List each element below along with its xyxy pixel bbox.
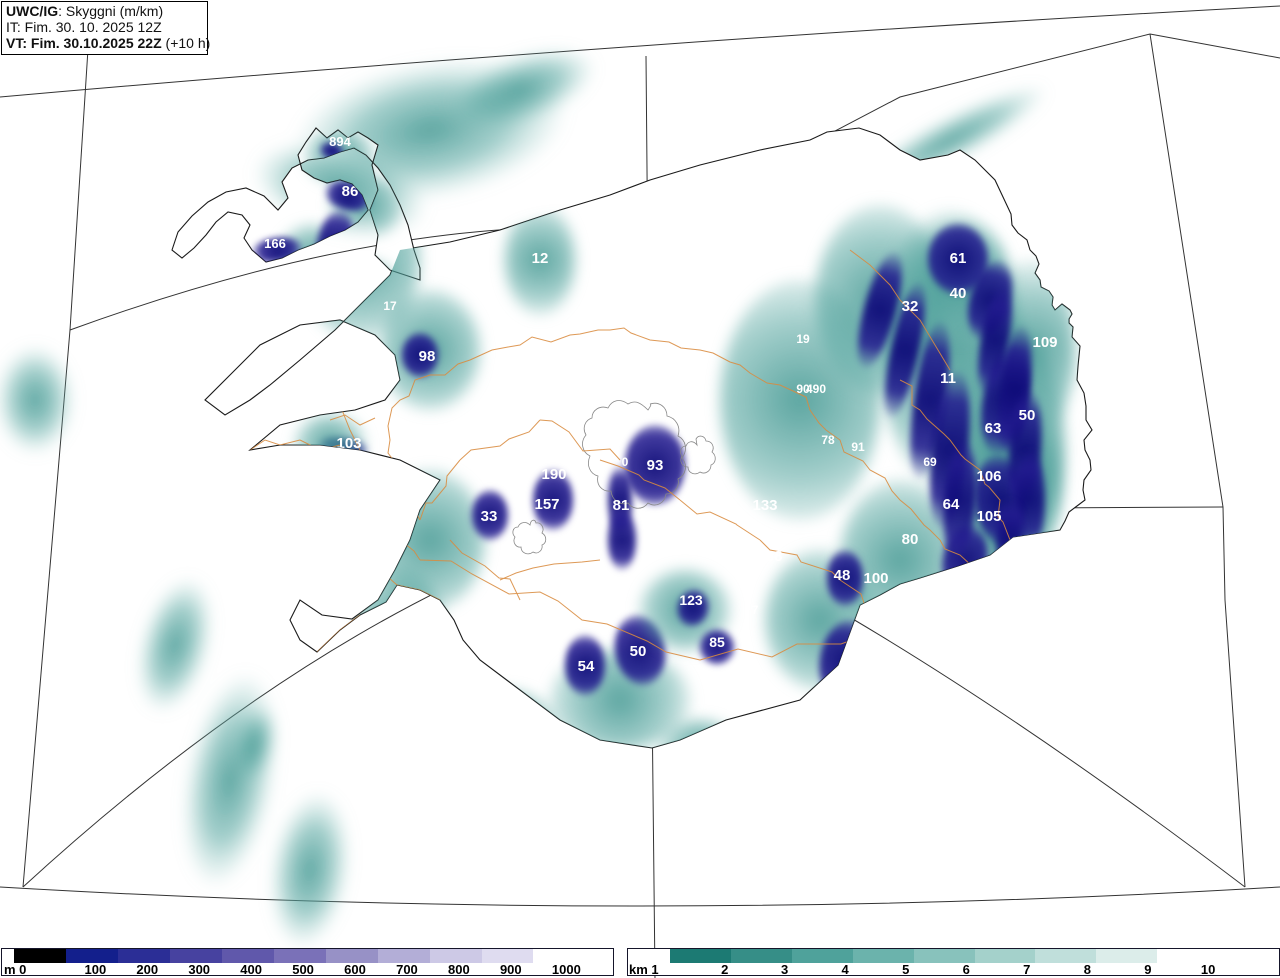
svg-text:0: 0 xyxy=(622,455,629,469)
svg-text:7: 7 xyxy=(752,603,759,617)
svg-text:138: 138 xyxy=(757,548,782,565)
svg-text:80: 80 xyxy=(902,531,919,548)
svg-text:19: 19 xyxy=(796,332,810,346)
svg-text:90: 90 xyxy=(796,382,810,396)
svg-text:106: 106 xyxy=(976,468,1001,485)
svg-text:109: 109 xyxy=(1032,334,1057,351)
svg-text:166: 166 xyxy=(264,236,286,251)
svg-text:12: 12 xyxy=(532,250,549,267)
svg-text:894: 894 xyxy=(329,134,351,149)
svg-text:81: 81 xyxy=(613,497,630,514)
svg-text:85: 85 xyxy=(709,634,725,650)
svg-text:69: 69 xyxy=(923,455,937,469)
svg-text:64: 64 xyxy=(943,496,960,513)
svg-text:91: 91 xyxy=(851,440,865,454)
svg-text:11: 11 xyxy=(940,370,956,387)
svg-text:157: 157 xyxy=(534,496,559,513)
svg-text:105: 105 xyxy=(976,508,1001,525)
svg-text:78: 78 xyxy=(821,433,835,447)
svg-text:50: 50 xyxy=(630,643,647,660)
svg-text:32: 32 xyxy=(902,298,919,315)
svg-text:98: 98 xyxy=(419,348,436,365)
svg-text:86: 86 xyxy=(342,183,359,200)
svg-text:63: 63 xyxy=(985,420,1002,437)
svg-text:40: 40 xyxy=(950,285,967,302)
svg-text:48: 48 xyxy=(834,567,851,584)
svg-text:100: 100 xyxy=(863,570,888,587)
svg-text:103: 103 xyxy=(336,435,361,452)
svg-text:54: 54 xyxy=(578,658,595,675)
svg-text:2: 2 xyxy=(412,620,419,634)
svg-text:17: 17 xyxy=(383,299,397,313)
svg-text:93: 93 xyxy=(647,457,664,474)
svg-text:61: 61 xyxy=(950,250,967,267)
svg-text:190: 190 xyxy=(541,466,566,483)
svg-text:133: 133 xyxy=(752,497,777,514)
svg-text:123: 123 xyxy=(679,592,703,608)
svg-text:50: 50 xyxy=(1019,407,1036,424)
svg-text:33: 33 xyxy=(481,508,498,525)
